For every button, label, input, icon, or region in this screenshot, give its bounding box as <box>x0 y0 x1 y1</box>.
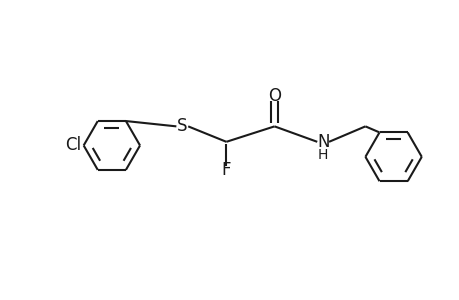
Text: O: O <box>268 87 280 105</box>
Text: N: N <box>316 133 329 151</box>
Text: S: S <box>177 117 187 135</box>
Text: Cl: Cl <box>65 136 81 154</box>
Text: F: F <box>221 161 230 179</box>
Text: H: H <box>317 148 328 163</box>
